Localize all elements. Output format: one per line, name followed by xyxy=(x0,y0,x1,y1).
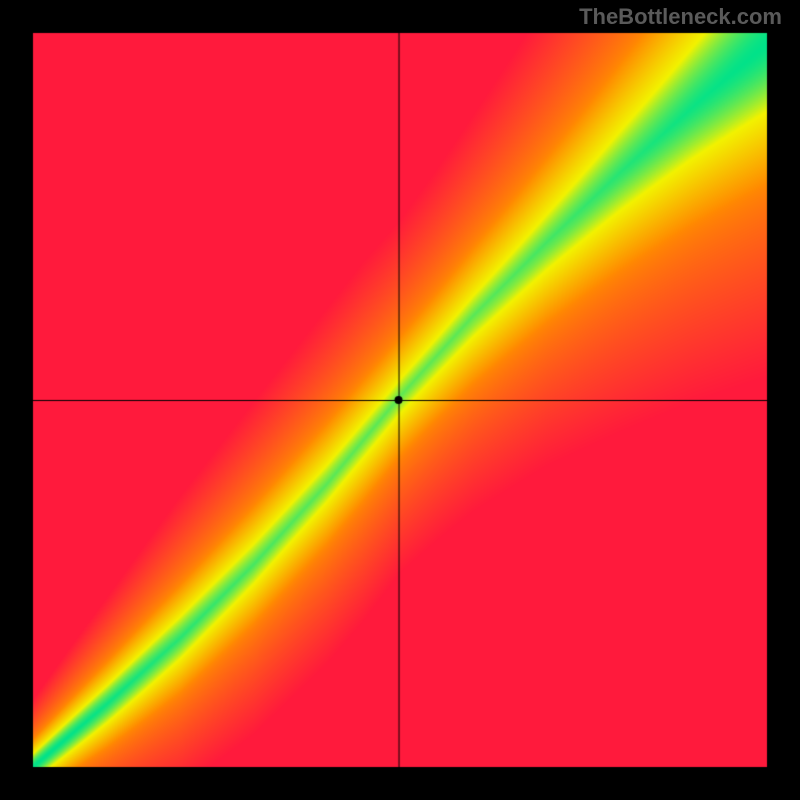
bottleneck-heatmap xyxy=(0,0,800,800)
chart-container: TheBottleneck.com xyxy=(0,0,800,800)
watermark-text: TheBottleneck.com xyxy=(579,4,782,30)
